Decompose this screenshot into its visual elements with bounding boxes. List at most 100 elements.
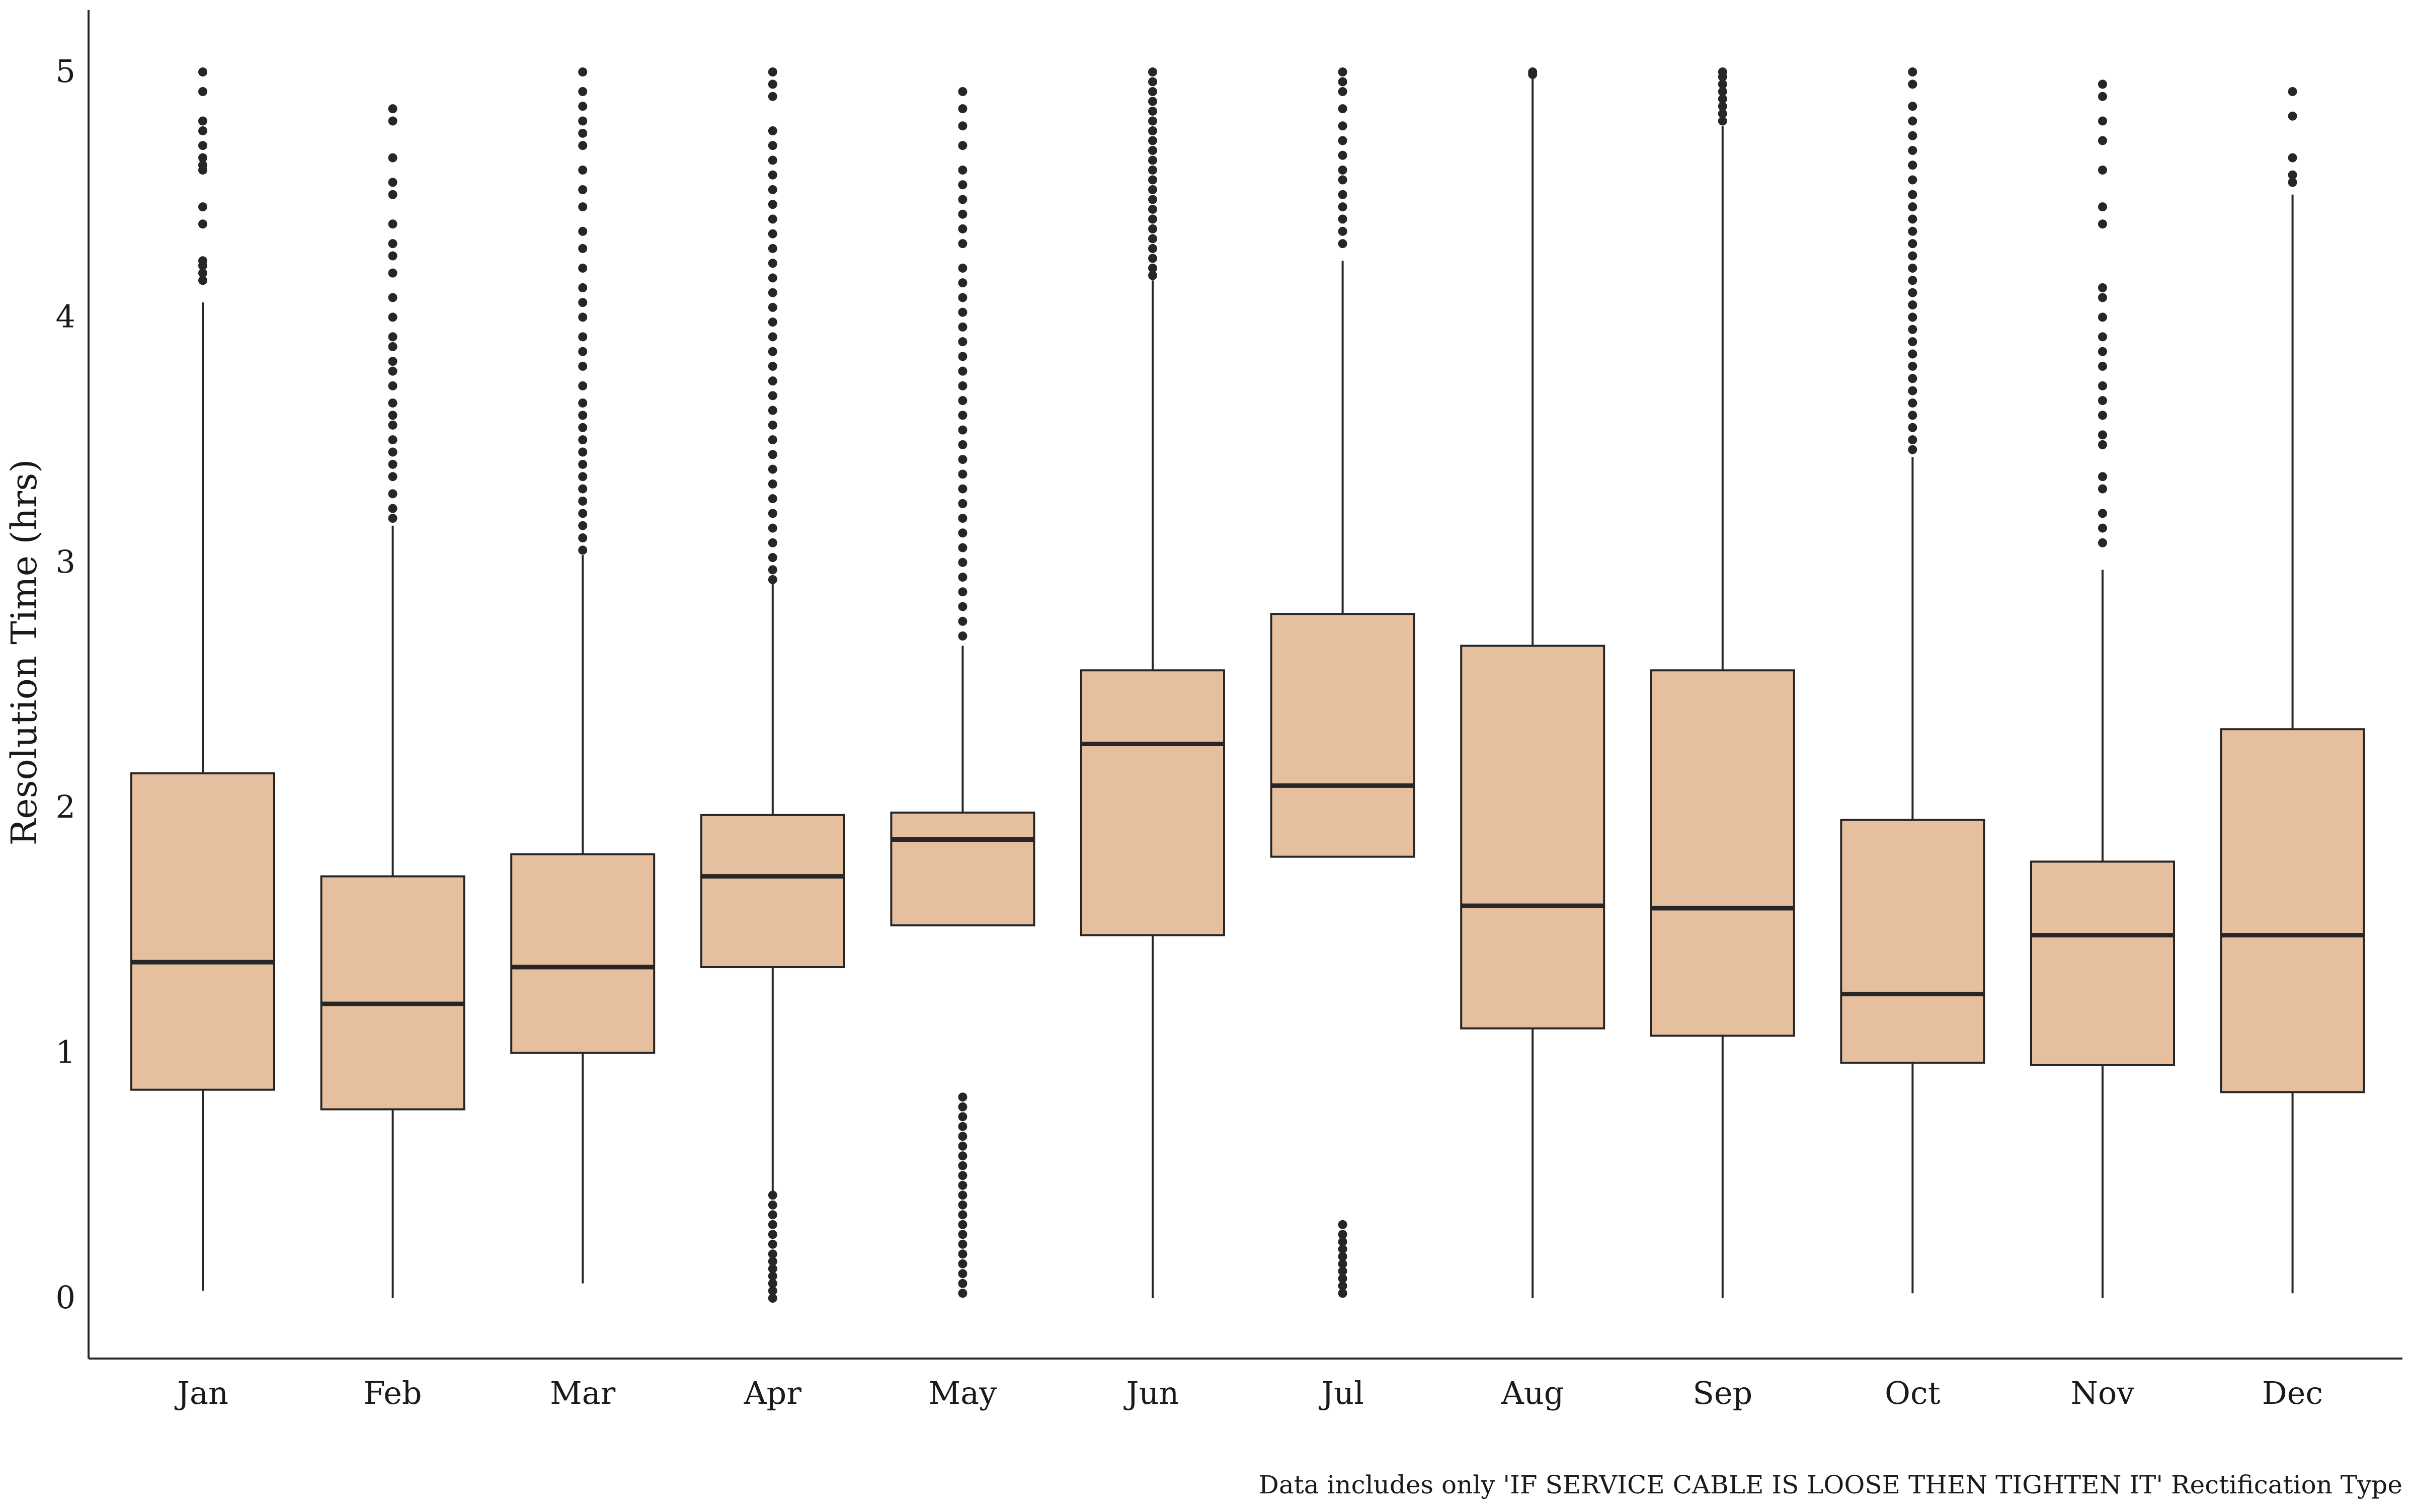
outlier-point xyxy=(388,357,397,366)
outlier-point xyxy=(768,347,777,356)
outlier-point xyxy=(1908,288,1917,297)
outlier-point xyxy=(198,161,207,170)
outlier-point xyxy=(958,1259,968,1268)
iqr-box xyxy=(1460,645,1605,1029)
outlier-point xyxy=(198,256,207,266)
iqr-box xyxy=(700,814,845,969)
outlier-point xyxy=(768,420,777,430)
outlier-point xyxy=(198,67,207,76)
outlier-point xyxy=(2288,111,2297,121)
outlier-point xyxy=(1148,244,1157,253)
outlier-point xyxy=(2098,396,2107,406)
outlier-point xyxy=(768,1230,777,1239)
outlier-point xyxy=(1718,67,1727,76)
outlier-point xyxy=(388,251,397,261)
x-tick-label: Feb xyxy=(364,1375,422,1411)
outlier-point xyxy=(958,121,968,131)
x-tick-label: Jan xyxy=(174,1375,228,1411)
outlier-point xyxy=(958,1132,968,1141)
outlier-point xyxy=(1148,67,1157,76)
outlier-point xyxy=(768,450,777,459)
outlier-point xyxy=(1338,150,1347,160)
y-tick-labels: 0 1 2 3 4 5 xyxy=(56,53,75,1316)
outlier-point xyxy=(388,219,397,229)
outlier-point xyxy=(1908,374,1917,383)
x-tick-labels: Jan Feb Mar Apr May Jun Jul Aug Sep Oct Nov Dec xyxy=(174,1375,2323,1411)
outlier-point xyxy=(958,455,968,464)
outlier-point xyxy=(1908,263,1917,273)
box-group-jan xyxy=(130,67,275,1291)
outlier-point xyxy=(958,1190,968,1200)
outlier-point xyxy=(1908,145,1917,155)
outlier-point xyxy=(768,479,777,489)
outlier-point xyxy=(1148,185,1157,194)
outlier-point xyxy=(388,293,397,302)
outlier-point xyxy=(958,1092,968,1102)
outlier-point xyxy=(1908,386,1917,395)
outlier-point xyxy=(578,67,588,76)
outlier-point xyxy=(1908,251,1917,261)
outlier-point xyxy=(1148,106,1157,116)
box-group-oct xyxy=(1840,67,1985,1294)
outlier-point xyxy=(2098,136,2107,145)
outlier-point xyxy=(1908,349,1917,359)
outlier-point xyxy=(958,469,968,479)
outlier-point xyxy=(1908,300,1917,310)
box-group-sep xyxy=(1650,67,1795,1298)
outlier-point xyxy=(768,317,777,327)
y-tick-label: 0 xyxy=(56,1279,75,1316)
outlier-point xyxy=(2098,312,2107,322)
outlier-point xyxy=(1338,1259,1347,1268)
outlier-point xyxy=(388,504,397,513)
outlier-point xyxy=(768,435,777,445)
iqr-box xyxy=(320,875,465,1110)
outlier-point xyxy=(578,116,588,126)
outlier-point xyxy=(768,553,777,563)
outlier-point xyxy=(388,116,397,126)
axes xyxy=(88,10,2402,1360)
outlier-point xyxy=(958,514,968,523)
outlier-point xyxy=(768,1249,777,1259)
outlier-point xyxy=(1908,435,1917,445)
outlier-point xyxy=(958,195,968,204)
outlier-point xyxy=(1528,67,1538,76)
outlier-point xyxy=(768,464,777,474)
outlier-point xyxy=(768,200,777,209)
x-tick-label: May xyxy=(929,1375,997,1411)
outlier-point xyxy=(958,352,968,361)
y-tick-label: 1 xyxy=(56,1034,75,1071)
outlier-point xyxy=(768,302,777,312)
outlier-point xyxy=(578,128,588,138)
outlier-point xyxy=(1148,77,1157,87)
outlier-point xyxy=(198,153,207,163)
outlier-point xyxy=(958,1269,968,1279)
outlier-point xyxy=(1338,121,1347,131)
outlier-point xyxy=(958,1180,968,1190)
outlier-point xyxy=(198,202,207,212)
outlier-point xyxy=(2098,347,2107,356)
outlier-point xyxy=(388,514,397,523)
outlier-point xyxy=(1908,423,1917,432)
outlier-point xyxy=(958,440,968,449)
outlier-point xyxy=(768,575,777,584)
outlier-point xyxy=(958,587,968,597)
outlier-point xyxy=(2098,361,2107,371)
y-tick-label: 4 xyxy=(56,298,75,335)
outlier-point xyxy=(768,1200,777,1210)
outlier-point xyxy=(1148,145,1157,155)
iqr-box xyxy=(1080,669,1225,936)
outlier-point xyxy=(1338,136,1347,145)
outlier-point xyxy=(958,631,968,641)
outlier-point xyxy=(958,528,968,538)
outlier-point xyxy=(578,521,588,530)
outlier-point xyxy=(388,342,397,351)
outlier-point xyxy=(1908,79,1917,89)
outlier-point xyxy=(768,376,777,386)
outlier-point xyxy=(1908,445,1917,454)
outlier-point xyxy=(958,180,968,190)
outlier-point xyxy=(388,104,397,114)
x-tick-label: Jul xyxy=(1318,1375,1364,1411)
outlier-point xyxy=(958,278,968,288)
